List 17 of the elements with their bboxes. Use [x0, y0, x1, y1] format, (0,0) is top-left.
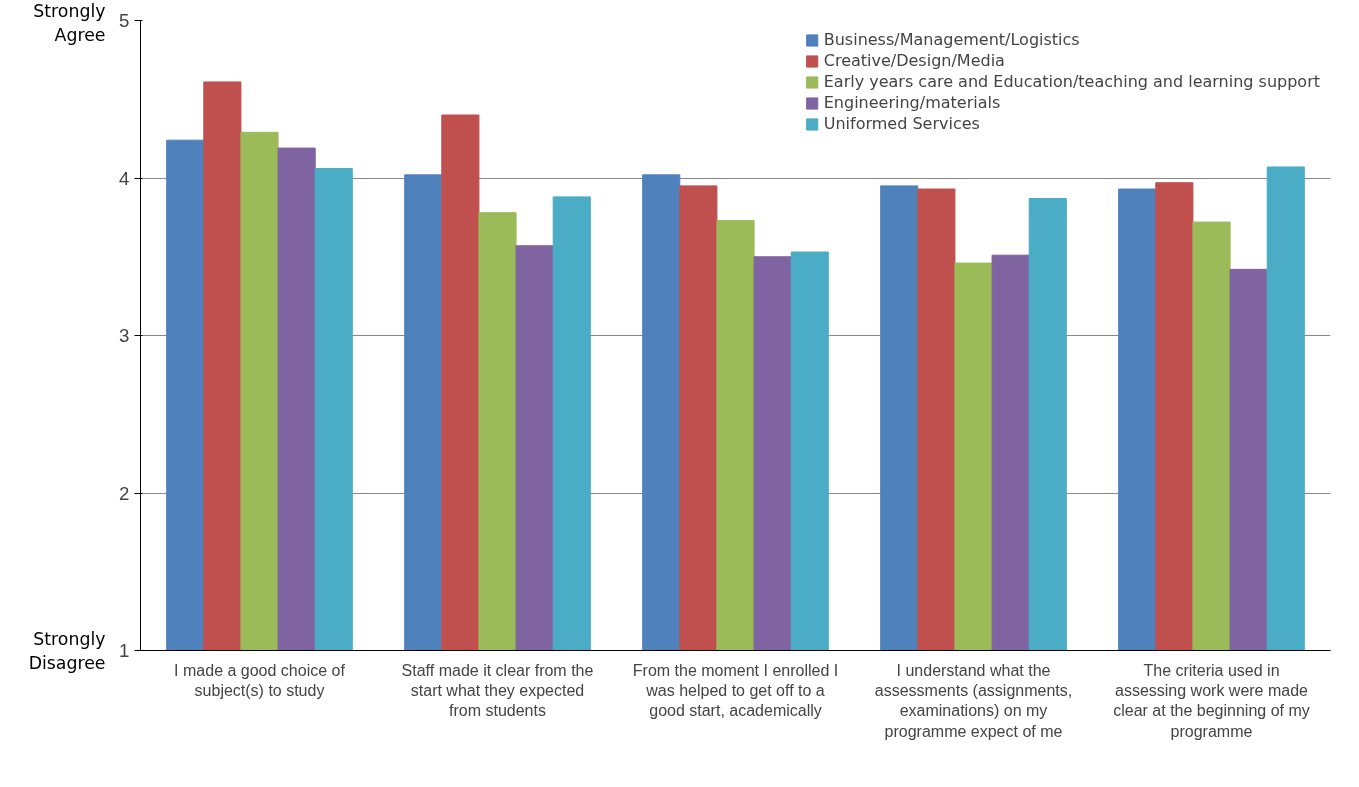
legend-label: Creative/Design/Media	[823, 51, 1005, 70]
x-tick-label: I understand what the assessments (assignments, examinations) on my programme expect of me	[874, 661, 1073, 740]
y-tick-label: 4	[119, 167, 130, 189]
legend-label: Uniformed Services	[823, 114, 980, 133]
legend-label: Engineering/materials	[823, 93, 1001, 112]
y-tick-label: 2	[119, 482, 130, 504]
x-tick-label: Staff made it clear from the start what they expected from students	[401, 661, 594, 720]
y-tick-label: 1	[119, 640, 130, 661]
text: Strongly Disagree	[28, 628, 106, 673]
x-tick-label: From the moment I enrolled I was helped to get off to a good start, academically	[632, 661, 839, 720]
x-tick-label: The criteria used in assessing work were made clear at the beginning of my programme	[1113, 661, 1310, 740]
legend-label: Business/Management/Logistics	[823, 30, 1080, 49]
x-tick-label: I made a good choice of subject(s) to study	[174, 661, 346, 699]
text: Strongly Agree	[33, 0, 106, 45]
y-tick-label: 5	[119, 10, 130, 31]
y-tick-label: 3	[119, 325, 130, 346]
legend-label: Early years care and Education/teaching and learning support	[823, 72, 1320, 91]
